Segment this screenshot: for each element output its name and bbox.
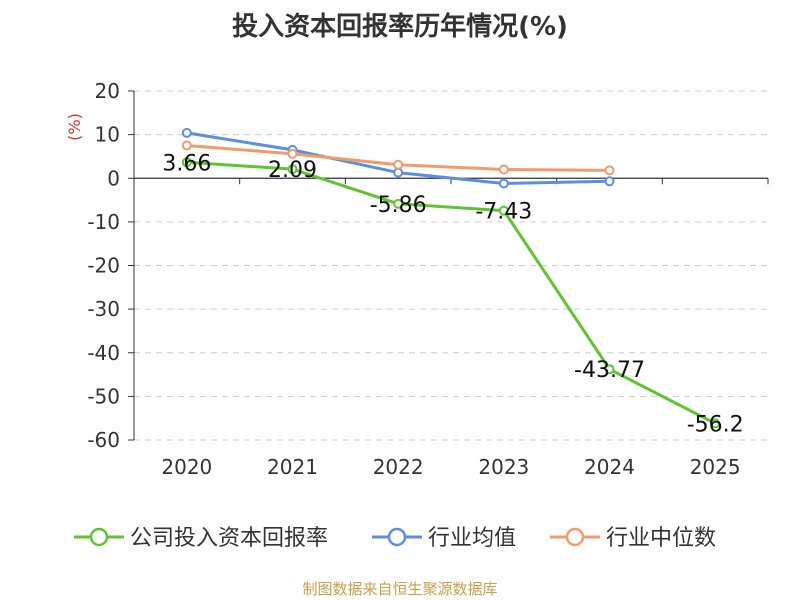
y-tick-label: 0 [107,166,120,190]
data-point [710,418,721,429]
legend-swatch-marker [565,527,585,547]
legend-label: 行业均值 [428,526,516,551]
data-label: 2.09 [268,158,317,183]
data-point [287,164,298,175]
chart-title: 投入资本回报率历年情况(%) [232,12,568,42]
x-tick-label: 2024 [584,455,635,479]
data-point [393,198,404,209]
data-label: -56.2 [687,412,744,437]
data-source: 制图数据来自恒生聚源数据库 [302,580,498,598]
y-axis-unit-label: (%) [65,113,84,141]
data-point [287,148,298,159]
y-tick-label: -30 [87,297,120,321]
x-tick-label: 2022 [373,455,424,479]
y-tick-label: -20 [87,254,120,278]
legend-swatch-marker [89,527,109,547]
data-label: 3.66 [162,151,211,176]
data-point [181,127,192,138]
y-tick-label: 20 [95,79,120,103]
legend-label: 公司投入资本回报率 [130,526,328,551]
y-tick-label: -50 [87,384,120,408]
x-tick-label: 2020 [161,455,212,479]
data-point [498,178,509,189]
data-point [393,159,404,170]
legend-label: 行业中位数 [606,526,716,551]
data-point [498,205,509,216]
y-tick-label: -60 [87,428,120,452]
data-point [181,157,192,168]
data-point [393,167,404,178]
data-point [181,140,192,151]
legend-swatch-marker [387,527,407,547]
data-point [604,165,615,176]
data-label: -43.77 [574,358,645,383]
y-tick-label: -40 [87,341,120,365]
x-tick-label: 2023 [478,455,529,479]
data-point [604,176,615,187]
data-label: -5.86 [370,193,427,218]
data-point [604,364,615,375]
series-line-0 [186,160,716,425]
y-tick-label: -10 [87,210,120,234]
x-tick-label: 2025 [690,455,741,479]
data-label: -7.43 [475,200,532,225]
x-tick-label: 2021 [267,455,318,479]
y-tick-label: 10 [95,123,120,147]
data-point [498,164,509,175]
